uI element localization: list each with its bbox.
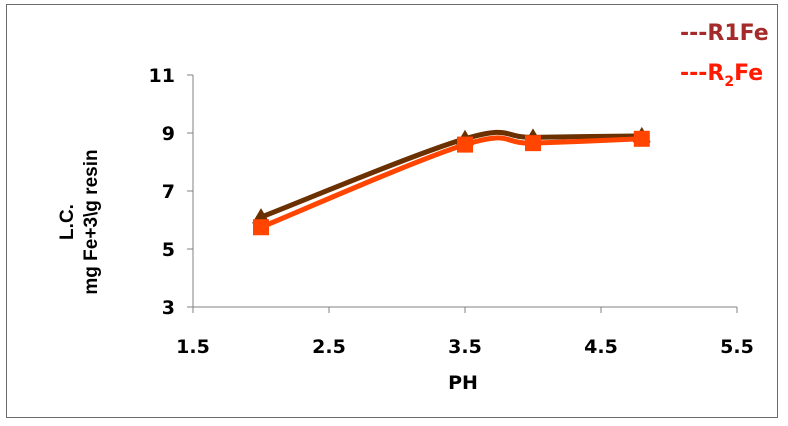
y-tick-label: 11 (149, 65, 175, 87)
data-point-r2fe (525, 135, 541, 152)
y-tick-label: 5 (162, 239, 175, 261)
series-r2fe (253, 130, 650, 236)
y-tick-label: 7 (162, 181, 175, 203)
data-point-r2fe (457, 136, 473, 153)
chart-frame (6, 4, 778, 418)
data-point-r2fe (253, 219, 269, 236)
series-layer (252, 126, 651, 236)
x-axis-label: PH (448, 372, 478, 394)
legend: ---R1Fe ---R2Fe (680, 21, 769, 90)
x-tick-label: 5.5 (720, 336, 754, 358)
x-tick-labels: 1.5 2.5 3.5 4.5 5.5 (176, 307, 754, 358)
y-tick-label: 9 (162, 123, 175, 145)
x-tick-label: 3.5 (448, 336, 482, 358)
x-tick-label: 4.5 (584, 336, 618, 358)
series-line-r2fe (260, 135, 642, 230)
legend-entry-r1fe: ---R1Fe (680, 21, 769, 46)
y-tick-labels: 3 5 7 9 11 (149, 65, 193, 319)
axes (192, 75, 737, 308)
y-axis-label-line1: L.C. (57, 204, 78, 240)
y-axis-label: L.C. mg Fe+3\g resin (57, 149, 102, 294)
x-tick-label: 1.5 (176, 336, 210, 358)
legend-entry-r2fe: ---R2Fe (680, 61, 763, 90)
legend-label-r2fe-suffix: Fe (734, 61, 763, 86)
series-line-r1fe (260, 129, 642, 220)
y-tick-label: 3 (162, 297, 175, 319)
x-tick-label: 2.5 (312, 336, 346, 358)
legend-label-r2fe-subscript: 2 (724, 74, 734, 90)
legend-label-r1fe: ---R1Fe (680, 21, 769, 46)
legend-label-r2fe-prefix: ---R (680, 61, 724, 86)
y-axis-label-line2: mg Fe+3\g resin (81, 149, 102, 294)
data-point-r2fe (633, 130, 650, 147)
